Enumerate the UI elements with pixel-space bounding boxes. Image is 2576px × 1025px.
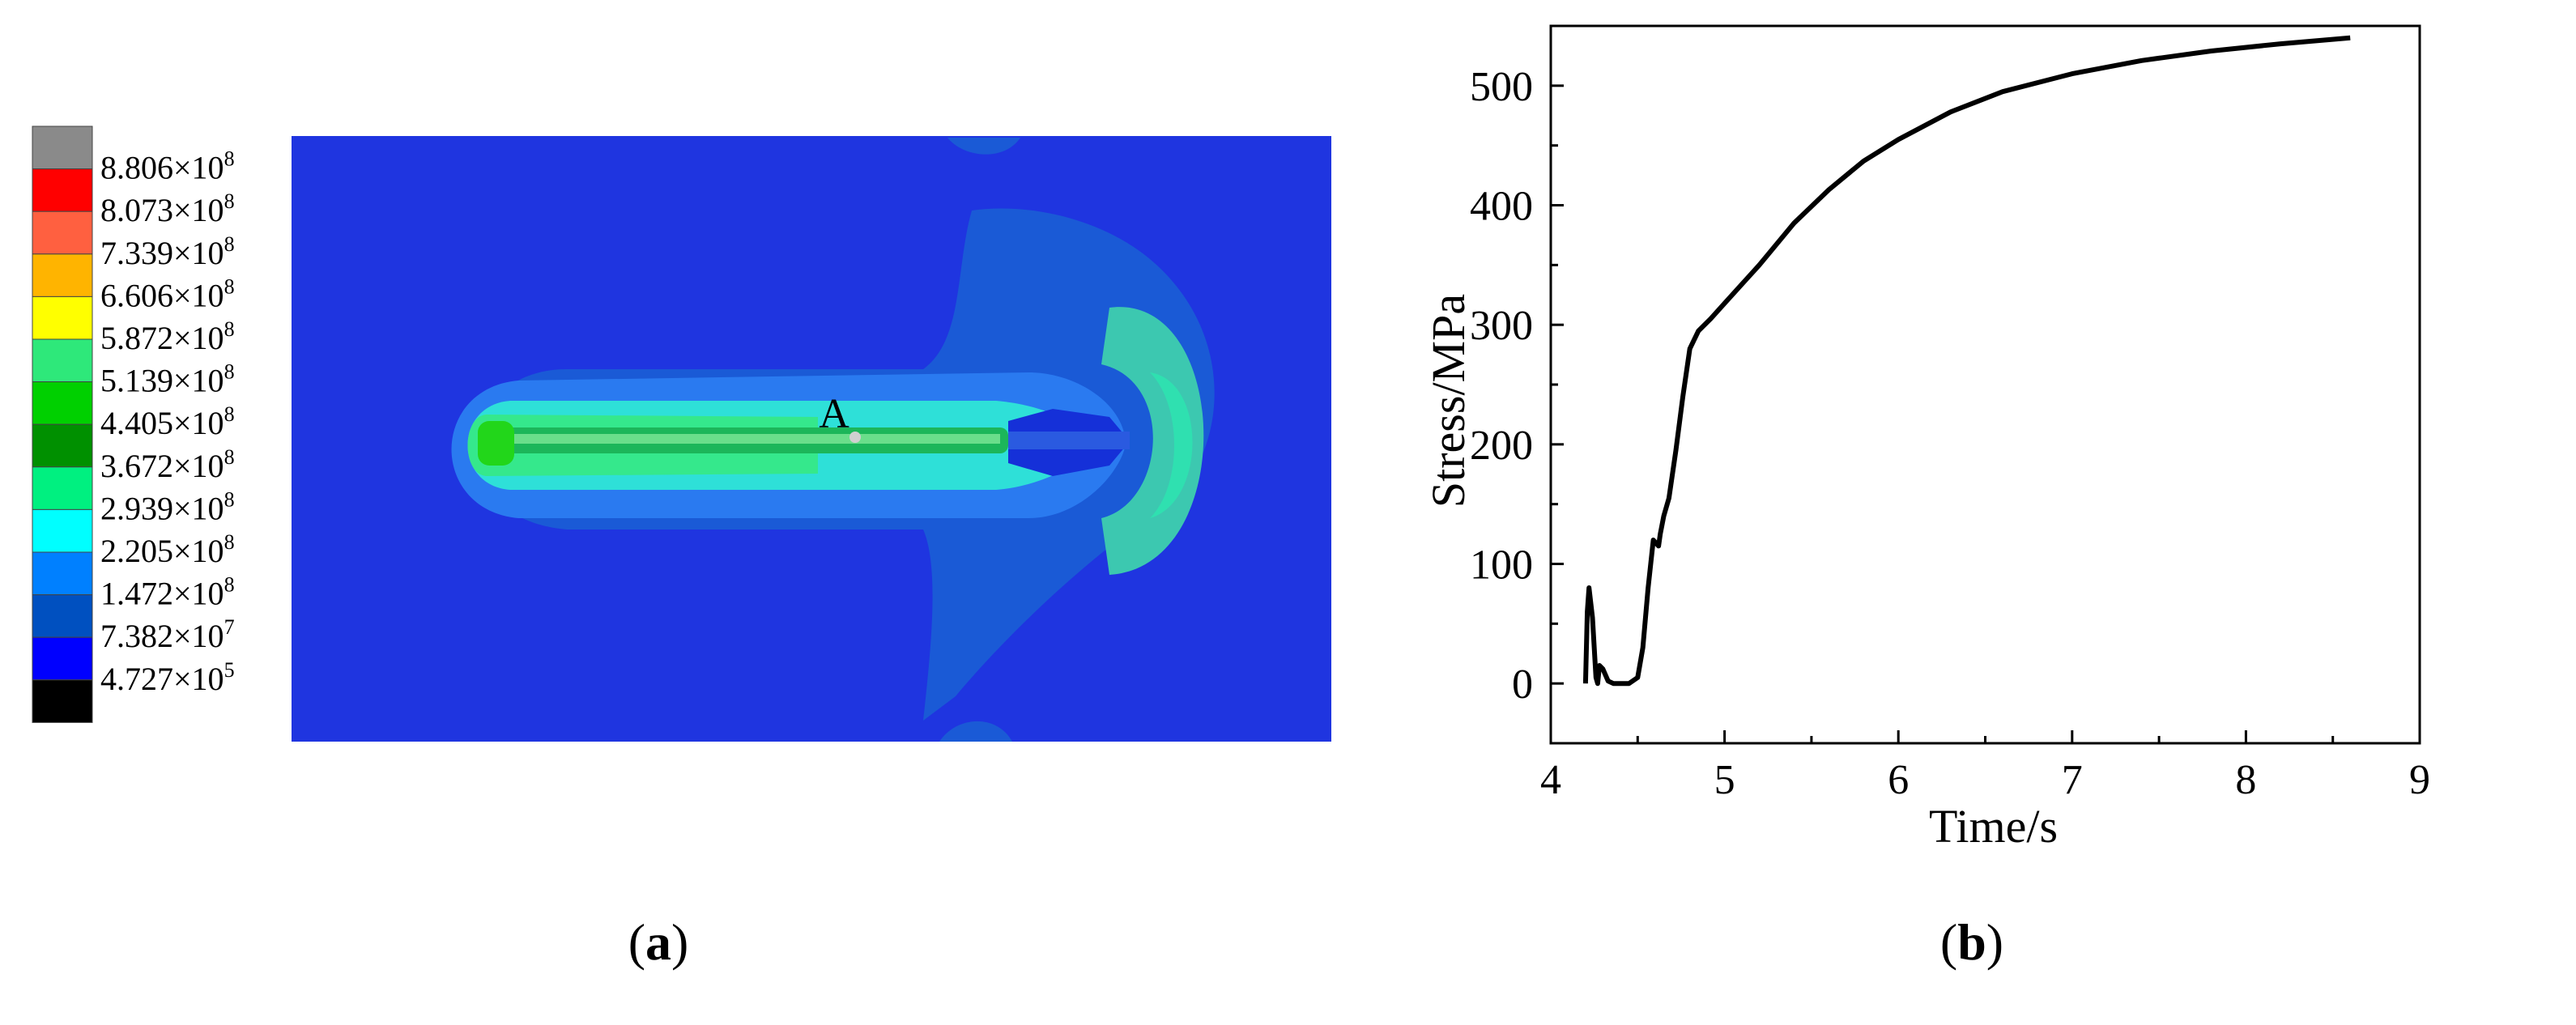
y-tick-label: 400 [1470,184,1533,230]
legend-label: 4.727×105 [100,658,235,697]
point-a-label: A [819,391,849,437]
plot-frame [1549,24,2421,745]
legend-swatch [32,338,93,383]
legend-swatch [32,211,93,255]
legend-label: 4.405×108 [100,402,235,441]
legend-label: 7.382×107 [100,615,235,654]
point-a-marker [849,432,861,443]
contour-zone-bottom-bump [939,721,1012,742]
legend-label: 7.339×108 [100,232,235,271]
y-tick-label: 500 [1470,64,1533,110]
legend-swatch [32,253,93,297]
stress-time-chart: 4 5 6 7 8 9 0 100 200 300 400 500 Time/s Stress/MPa [1422,24,2430,853]
y-tick-label: 0 [1512,661,1533,708]
stress-series-line [1582,35,2351,687]
x-tick-label: 4 [1540,757,1561,803]
legend-label: 8.073×108 [100,189,235,228]
legend-label: 1.472×108 [100,573,235,612]
legend-swatch [32,551,93,596]
y-tick-label: 100 [1470,542,1533,589]
x-tick-label: 6 [1888,757,1909,803]
y-axis-title: Stress/MPa [1422,294,1475,508]
anchor-rod-highlight [498,434,1000,444]
y-tick-label: 300 [1470,303,1533,349]
y-tick-label: 200 [1470,423,1533,469]
x-tick-label: 7 [2062,757,2083,803]
anchor-rod-tip [478,421,514,466]
legend-label: 3.672×108 [100,445,235,484]
legend-swatch [32,466,93,510]
x-tick-label: 9 [2409,757,2430,803]
legend-label: 5.139×108 [100,360,235,399]
contour-zone-right-arc-inner [1150,372,1193,518]
legend-swatch [32,296,93,340]
legend-label: 2.939×108 [100,487,235,526]
legend-label: 5.872×108 [100,317,235,356]
stress-contour-plot: A [292,136,1331,742]
x-tick-label: 5 [1714,757,1735,803]
x-tick-label: 8 [2235,757,2256,803]
panel-a-caption: (a) [628,913,689,971]
legend-swatch [32,381,93,425]
contour-zone-top-bump [947,138,1020,155]
legend-label: 8.806×108 [100,147,235,186]
panel-b: 4 5 6 7 8 9 0 100 200 300 400 500 Time/s Stress/MPa (… [1422,24,2430,971]
legend-swatch [32,679,93,723]
x-axis-title: Time/s [1929,800,2058,853]
legend-swatch [32,594,93,638]
contour-zone-right-arc [1101,307,1204,575]
legend-label: 2.205×108 [100,530,235,569]
legend-swatch [32,508,93,553]
legend-swatch [32,125,93,170]
legend-swatch [32,636,93,681]
legend-swatch [32,423,93,468]
legend-swatch [32,168,93,212]
legend-label: 6.606×108 [100,274,235,313]
anchor-rod-end [1008,432,1130,449]
panel-b-caption: (b) [1940,913,2003,971]
